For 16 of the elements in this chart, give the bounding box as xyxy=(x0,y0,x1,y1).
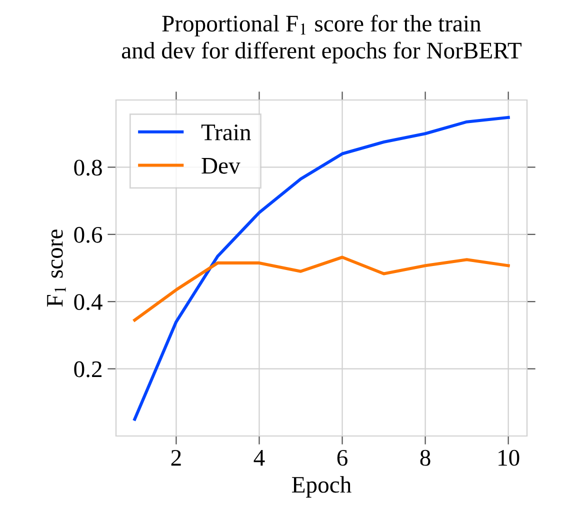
line-series xyxy=(133,116,510,421)
x-tick-label: 6 xyxy=(337,450,348,466)
y-tick-label: 0.8 xyxy=(74,160,102,176)
x-tick-label: 8 xyxy=(420,450,430,466)
y-axis-title: F$_{1}$ score xyxy=(47,230,66,307)
y-tick-label: 0.6 xyxy=(74,226,102,243)
y-tick-label: 0.4 xyxy=(74,294,102,310)
x-tick-label: 4 xyxy=(254,450,265,466)
x-axis-title: Epoch xyxy=(292,476,352,498)
chart-title: Proportional F$_{1}$ score for the train and dev for different epochs for NorBERT xyxy=(122,14,522,64)
x-tick-label: 10 xyxy=(498,450,520,466)
y-tick-label: 0.2 xyxy=(74,361,102,378)
line-series xyxy=(133,256,510,322)
legend-label: Dev xyxy=(202,158,240,174)
legend-label: Train xyxy=(201,124,251,140)
x-tick-label: 2 xyxy=(171,450,181,466)
